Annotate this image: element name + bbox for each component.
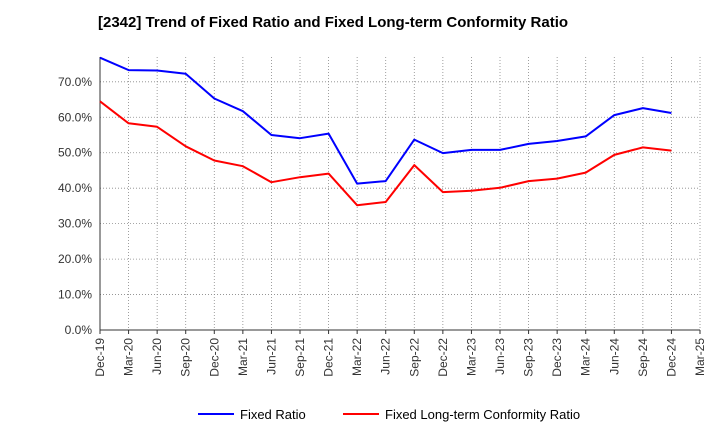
x-tick-label: Jun-20 <box>150 338 164 375</box>
x-tick-label: Jun-21 <box>264 338 278 375</box>
series-line-1 <box>99 56 672 185</box>
x-tick-label: Jun-24 <box>607 338 621 375</box>
y-tick-label: 10.0% <box>58 288 92 302</box>
series-line-2 <box>99 100 672 207</box>
x-tick-label: Dec-21 <box>322 338 336 377</box>
y-tick-label: 30.0% <box>58 217 92 231</box>
y-tick-label: 60.0% <box>58 110 92 124</box>
x-tick-label: Sep-20 <box>179 338 193 377</box>
x-tick-label: Dec-22 <box>436 338 450 377</box>
y-tick-label: 50.0% <box>58 146 92 160</box>
legend-label-1: Fixed Ratio <box>240 407 306 422</box>
x-tick-label: Dec-24 <box>664 338 678 377</box>
chart-title: [2342] Trend of Fixed Ratio and Fixed Lo… <box>98 14 569 31</box>
x-tick-label: Mar-25 <box>693 338 707 376</box>
x-tick-label: Sep-22 <box>407 338 421 377</box>
x-tick-label: Sep-23 <box>522 338 536 377</box>
y-tick-label: 70.0% <box>58 75 92 89</box>
y-tick-label: 20.0% <box>58 252 92 266</box>
x-tick-label: Mar-24 <box>579 338 593 376</box>
x-tick-label: Mar-20 <box>122 338 136 376</box>
x-tick-label: Mar-21 <box>236 338 250 376</box>
x-tick-label: Jun-23 <box>493 338 507 375</box>
y-tick-label: 40.0% <box>58 181 92 195</box>
y-tick-label: 0.0% <box>65 323 93 337</box>
x-tick-label: Dec-19 <box>93 338 107 377</box>
x-tick-label: Mar-22 <box>350 338 364 376</box>
x-tick-label: Jun-22 <box>379 338 393 375</box>
x-tick-label: Dec-23 <box>550 338 564 377</box>
x-tick-label: Sep-24 <box>636 338 650 377</box>
x-tick-label: Sep-21 <box>293 338 307 377</box>
legend-label-2: Fixed Long-term Conformity Ratio <box>385 407 580 422</box>
x-tick-label: Dec-20 <box>207 338 221 377</box>
x-tick-label: Mar-23 <box>464 338 478 376</box>
